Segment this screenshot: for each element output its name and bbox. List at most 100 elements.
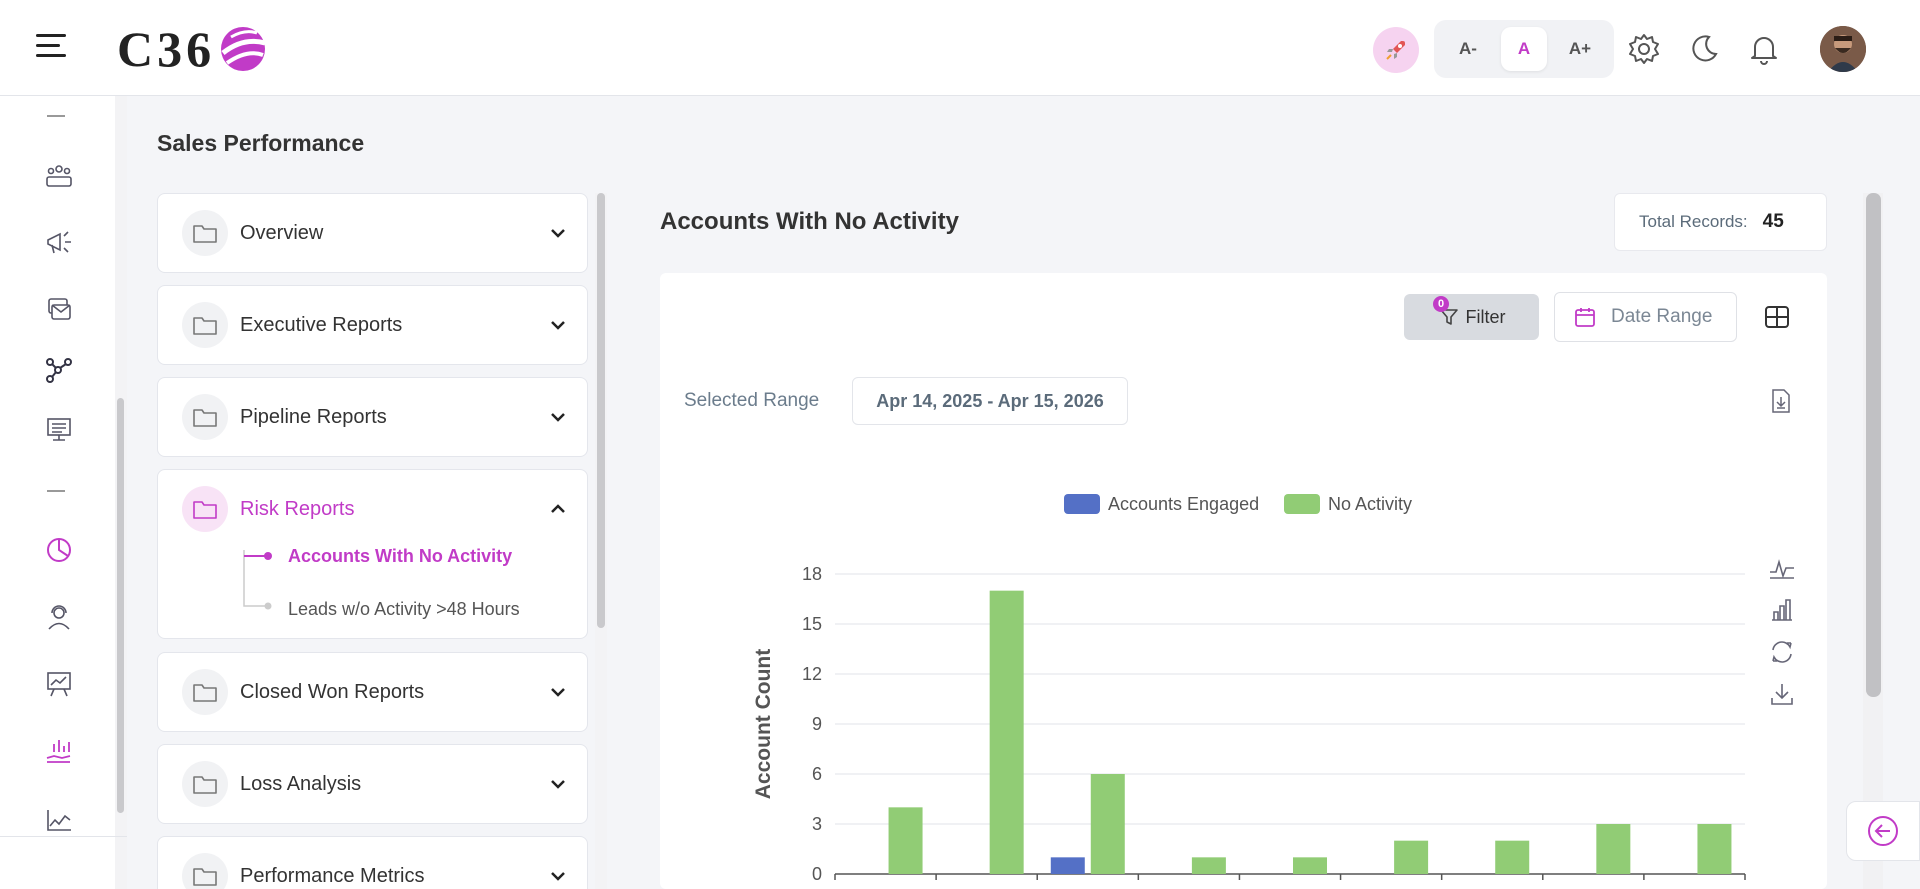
- font-decrease-button[interactable]: A-: [1459, 39, 1477, 58]
- calendar-icon: [1575, 308, 1595, 327]
- line-chart-toggle-icon[interactable]: [1768, 554, 1796, 582]
- funnel-icon: [1439, 309, 1458, 325]
- menu-item-executive-reports[interactable]: Executive Reports: [157, 285, 588, 365]
- rail-item-network[interactable]: [40, 353, 78, 387]
- date-range-button[interactable]: Date Range: [1554, 292, 1737, 342]
- rail-item-presentations[interactable]: [40, 412, 78, 446]
- menu-item-closed-won-reports[interactable]: Closed Won Reports: [157, 652, 588, 732]
- folder-icon: [193, 684, 217, 702]
- folder-icon: [193, 501, 217, 519]
- network-icon: [46, 358, 72, 383]
- chevron-down-icon: [551, 688, 565, 697]
- y-tick-label: 12: [802, 664, 822, 684]
- y-tick-label: 18: [802, 564, 822, 584]
- line-chart-icon: [47, 810, 71, 831]
- selected-range-label: Selected Range: [684, 390, 820, 411]
- rail-item-revenue[interactable]: [40, 734, 78, 768]
- bar-no-activity: [1394, 840, 1429, 874]
- collapse-panel-button[interactable]: [1846, 801, 1920, 861]
- report-title: Accounts With No Activity: [660, 208, 959, 235]
- font-normal-button[interactable]: A: [1501, 27, 1547, 71]
- menu-item-pipeline-reports[interactable]: Pipeline Reports: [157, 377, 588, 457]
- y-axis-label: Account Count: [752, 649, 775, 799]
- menu-item-risk-reports[interactable]: Risk Reports Accounts With No Activity L…: [157, 469, 588, 639]
- pie-chart-icon: [47, 538, 71, 562]
- filter-count-badge: 0: [1433, 296, 1449, 312]
- y-tick-label: 9: [812, 714, 822, 734]
- selected-range-value: Apr 14, 2025 - Apr 15, 2026: [852, 377, 1128, 425]
- font-increase-button[interactable]: A+: [1568, 39, 1592, 58]
- refresh-icon[interactable]: [1768, 638, 1796, 666]
- sub-item-connector: [243, 550, 272, 610]
- bar-accounts-engaged: [1050, 857, 1085, 874]
- folder-icon: [193, 317, 217, 335]
- y-tick-label: 3: [812, 814, 822, 834]
- bar-no-activity: [1293, 857, 1327, 874]
- rail-item-campaigns[interactable]: [40, 225, 78, 259]
- filter-button[interactable]: Filter: [1404, 294, 1539, 340]
- menu-item-label: Executive Reports: [240, 313, 403, 336]
- rail-item-support[interactable]: [40, 600, 78, 634]
- menu-item-label: Pipeline Reports: [240, 405, 387, 428]
- menu-item-loss-analysis[interactable]: Loss Analysis: [157, 744, 588, 824]
- avatar[interactable]: [1820, 26, 1866, 72]
- bar-no-activity: [989, 590, 1024, 874]
- bar-no-activity: [1596, 824, 1631, 874]
- user-photo-icon: [1820, 26, 1866, 72]
- legend-label: No Activity: [1328, 494, 1412, 514]
- menu-item-label: Overview: [240, 221, 324, 244]
- menu-item-overview[interactable]: Overview: [157, 193, 588, 273]
- sub-item-accounts-no-activity[interactable]: Accounts With No Activity: [288, 546, 513, 566]
- menu-item-label: Closed Won Reports: [240, 680, 425, 703]
- logo-globe-icon: [221, 27, 266, 71]
- megaphone-icon: [47, 231, 71, 254]
- chevron-down-icon: [551, 413, 565, 422]
- rail-item-trends[interactable]: [40, 803, 78, 837]
- legend-swatch: [1284, 494, 1320, 514]
- export-file-icon[interactable]: [1770, 388, 1792, 414]
- rail-item-mail[interactable]: [40, 292, 78, 326]
- logo[interactable]: C36: [117, 20, 269, 78]
- hand-chart-icon: [46, 740, 71, 763]
- rail-scrollbar[interactable]: [117, 398, 124, 813]
- menu-item-performance-metrics[interactable]: Performance Metrics: [157, 836, 588, 889]
- bar-no-activity: [1191, 857, 1226, 874]
- bar-no-activity: [1697, 824, 1732, 874]
- arrow-left-circle-icon: [1868, 816, 1898, 846]
- folder-icon: [193, 225, 217, 243]
- bar-no-activity: [1090, 774, 1125, 874]
- rocket-button[interactable]: [1373, 27, 1419, 73]
- date-range-label: Date Range: [1611, 306, 1713, 327]
- rail-item-analytics[interactable]: [40, 667, 78, 701]
- gear-icon[interactable]: [1627, 32, 1661, 66]
- total-records: Total Records: 45: [1614, 193, 1827, 251]
- download-icon[interactable]: [1768, 680, 1796, 708]
- bell-icon[interactable]: [1747, 32, 1781, 66]
- filter-label: Filter: [1465, 306, 1506, 327]
- moon-icon[interactable]: [1687, 32, 1721, 66]
- presentation-icon: [47, 418, 71, 441]
- chevron-up-icon: [551, 504, 565, 513]
- bar-no-activity: [1495, 840, 1530, 874]
- total-records-label: Total Records:: [1639, 212, 1748, 231]
- chevron-down-icon: [551, 321, 565, 330]
- bar-chart-toggle-icon[interactable]: [1768, 596, 1796, 624]
- folder-icon: [193, 409, 217, 427]
- support-agent-icon: [48, 605, 70, 630]
- bar-no-activity: [888, 807, 923, 874]
- users-icon: [46, 165, 72, 187]
- menu-item-label: Loss Analysis: [240, 772, 362, 795]
- total-records-value: 45: [1762, 211, 1784, 232]
- chevron-down-icon: [551, 780, 565, 789]
- panel-scrollbar[interactable]: [1866, 193, 1881, 697]
- table-view-icon[interactable]: [1762, 302, 1792, 332]
- menu-scrollbar[interactable]: [597, 193, 605, 628]
- menu-toggle-icon[interactable]: [36, 34, 70, 62]
- y-tick-label: 15: [802, 614, 822, 634]
- folder-icon: [193, 776, 217, 794]
- rail-item-reports[interactable]: [40, 533, 78, 567]
- page-title: Sales Performance: [157, 130, 365, 156]
- sub-item-leads-no-activity[interactable]: Leads w/o Activity >48 Hours: [288, 599, 520, 619]
- left-nav-rail: [0, 96, 127, 889]
- rail-item-users[interactable]: [40, 158, 78, 192]
